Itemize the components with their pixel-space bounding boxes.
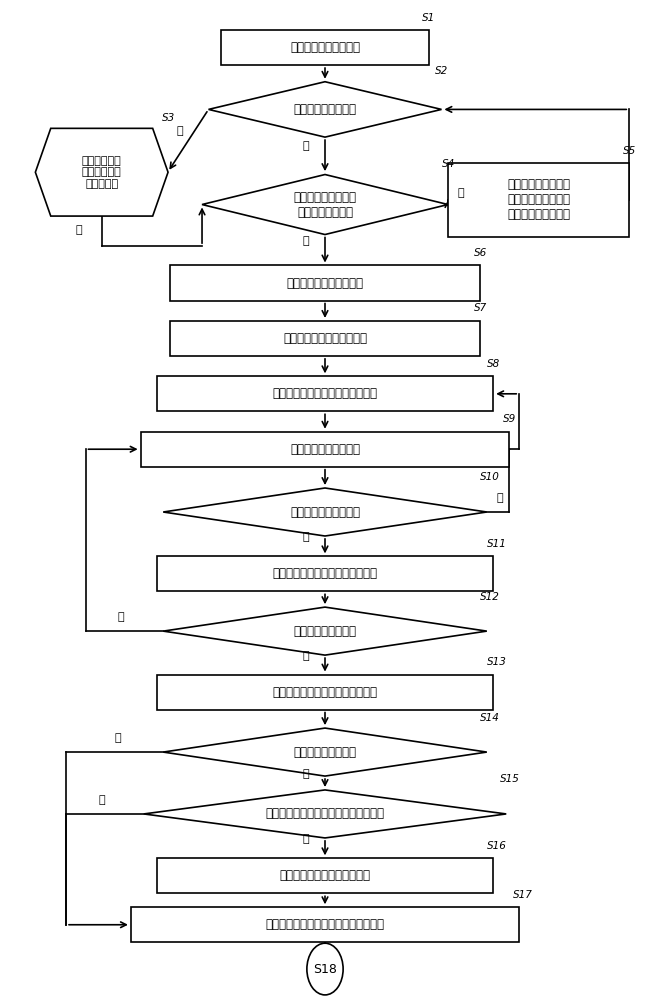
Text: 否: 否	[98, 795, 105, 805]
Text: S12: S12	[480, 592, 500, 602]
FancyBboxPatch shape	[131, 907, 519, 942]
FancyBboxPatch shape	[222, 30, 428, 65]
Text: S10: S10	[480, 472, 500, 482]
Polygon shape	[163, 488, 487, 536]
Text: 否: 否	[114, 733, 121, 743]
Text: 第一电池是否被卡持: 第一电池是否被卡持	[294, 103, 356, 116]
Text: S1: S1	[422, 13, 436, 23]
Text: S4: S4	[441, 159, 455, 169]
Text: S9: S9	[503, 414, 516, 424]
Text: 否: 否	[118, 612, 124, 622]
Text: S15: S15	[500, 774, 519, 784]
FancyBboxPatch shape	[448, 163, 629, 237]
FancyBboxPatch shape	[157, 556, 493, 591]
Circle shape	[307, 943, 343, 995]
Text: S13: S13	[487, 657, 507, 667]
Polygon shape	[202, 175, 448, 235]
Text: S7: S7	[474, 303, 487, 313]
Text: 第二电池的电量是否
低于一第一预设值: 第二电池的电量是否 低于一第一预设值	[294, 191, 356, 219]
FancyBboxPatch shape	[157, 675, 493, 710]
Text: 是: 是	[302, 769, 309, 779]
Polygon shape	[35, 128, 168, 216]
Text: 提示用户可对第一电池进行热插拔: 提示用户可对第一电池进行热插拔	[272, 387, 378, 400]
Text: S5: S5	[623, 146, 636, 156]
Text: 是: 是	[176, 126, 183, 136]
FancyBboxPatch shape	[140, 432, 510, 467]
Text: 是: 是	[76, 225, 83, 235]
Polygon shape	[163, 728, 487, 776]
Text: 是: 是	[302, 651, 309, 661]
Text: 关闭电子装置的充电路径: 关闭电子装置的充电路径	[287, 277, 363, 290]
Text: 电子装置进入休眠模式: 电子装置进入休眠模式	[290, 443, 360, 456]
FancyBboxPatch shape	[170, 265, 480, 301]
Text: S14: S14	[480, 713, 500, 723]
Text: 是: 是	[302, 532, 309, 542]
Text: S17: S17	[513, 890, 532, 900]
FancyBboxPatch shape	[157, 858, 493, 893]
Text: 提示用户第二电池的
电量过低，且第一电
池的热插拔功能失效: 提示用户第二电池的 电量过低，且第一电 池的热插拔功能失效	[507, 178, 570, 221]
Text: S3: S3	[162, 113, 175, 123]
Text: S6: S6	[474, 248, 487, 258]
Polygon shape	[209, 82, 441, 137]
Text: 是: 是	[458, 188, 464, 198]
FancyBboxPatch shape	[170, 321, 480, 356]
Text: 将电子装置的电源切换至第二电池: 将电子装置的电源切换至第二电池	[272, 567, 378, 580]
Text: 提示用户第一电池的电量过低: 提示用户第一电池的电量过低	[280, 869, 370, 882]
Text: 是: 是	[302, 834, 309, 844]
Text: 是否接收到插入信号: 是否接收到插入信号	[294, 625, 356, 638]
Text: S18: S18	[313, 963, 337, 976]
Text: 关闭电子装置的预定义功能: 关闭电子装置的预定义功能	[283, 332, 367, 345]
Text: 第一电池的电量是否低于一第二预设值: 第一电池的电量是否低于一第二预设值	[265, 807, 385, 820]
FancyBboxPatch shape	[157, 376, 493, 411]
Text: 否: 否	[497, 493, 503, 503]
Text: S8: S8	[487, 359, 500, 369]
Text: 将电子装置的电源切换至第一电池: 将电子装置的电源切换至第一电池	[272, 686, 378, 699]
Text: S16: S16	[487, 841, 507, 851]
Text: S11: S11	[487, 539, 507, 549]
Text: 是否接收到一移除信号: 是否接收到一移除信号	[290, 506, 360, 519]
Text: 第一电池是否被卡持: 第一电池是否被卡持	[294, 746, 356, 759]
Polygon shape	[163, 607, 487, 655]
Text: 停止提示用户可对第一电池进行热插拔: 停止提示用户可对第一电池进行热插拔	[265, 918, 385, 931]
Polygon shape	[144, 790, 506, 838]
Text: S2: S2	[435, 66, 448, 76]
Text: 是否触发对第
一电池进行热
插拔的功能: 是否触发对第 一电池进行热 插拔的功能	[82, 156, 122, 189]
Text: 否: 否	[302, 236, 309, 246]
Text: 电子装置处于正常模式: 电子装置处于正常模式	[290, 41, 360, 54]
Text: 否: 否	[302, 141, 309, 151]
